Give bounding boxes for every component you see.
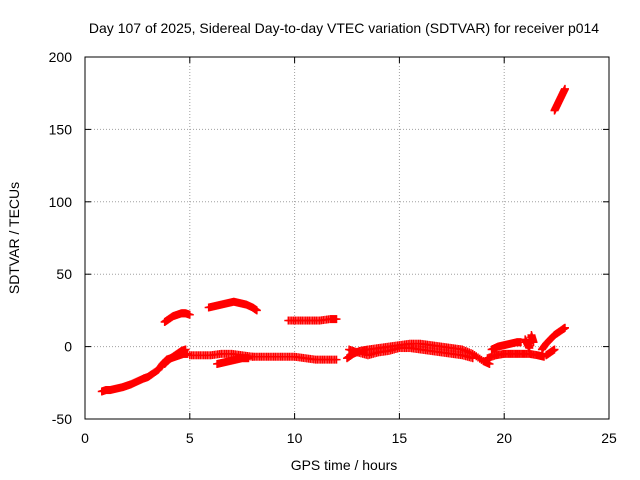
x-axis-label: GPS time / hours [291, 457, 398, 473]
x-tick-label: 5 [186, 430, 194, 446]
grid [85, 57, 609, 419]
plot-frame [84, 56, 610, 420]
data-point [185, 310, 194, 319]
data-points [97, 84, 569, 396]
y-tick-label: 100 [49, 194, 73, 210]
data-point [244, 354, 253, 363]
x-tick-label: 10 [287, 430, 303, 446]
axis-ticks: 0 5 10 15 20 25 -50 0 50 100 150 200 [49, 49, 617, 446]
data-point [332, 355, 341, 364]
data-point [252, 306, 261, 315]
y-tick-label: 0 [64, 339, 72, 355]
data-point [550, 345, 559, 354]
y-tick-label: 150 [49, 121, 73, 137]
data-point [560, 84, 569, 93]
data-point [560, 323, 569, 332]
x-tick-label: 15 [392, 430, 408, 446]
x-tick-label: 20 [496, 430, 512, 446]
y-tick-label: -50 [52, 411, 72, 427]
data-point [468, 354, 477, 363]
x-tick-label: 25 [601, 430, 617, 446]
y-axis-label: SDTVAR / TECUs [6, 182, 22, 294]
chart-title: Day 107 of 2025, Sidereal Day-to-day VTE… [89, 20, 599, 36]
data-point [332, 315, 341, 324]
y-tick-label: 200 [49, 49, 73, 65]
data-point [181, 345, 190, 354]
x-tick-label: 0 [81, 430, 89, 446]
y-tick-label: 50 [56, 266, 72, 282]
data-point [529, 338, 538, 347]
